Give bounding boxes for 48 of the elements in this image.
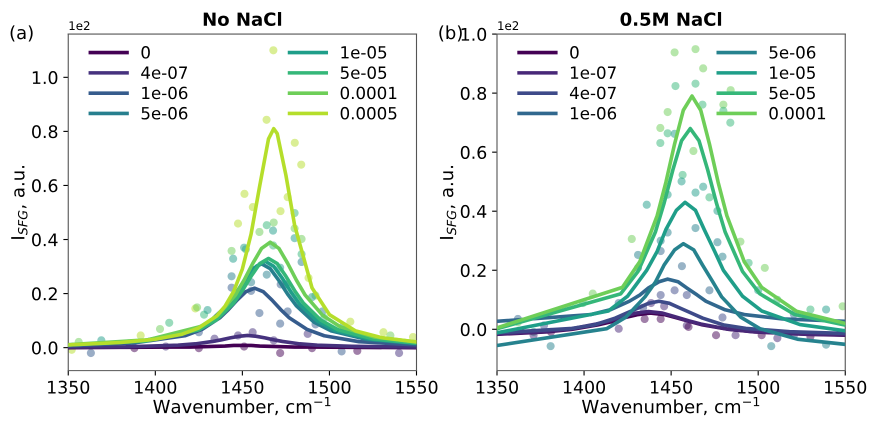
y-tick-label: 1.0: [462, 28, 486, 41]
x-tick-label: 1350: [48, 380, 90, 394]
x-axis-title: Wavenumber, cm$^{−1}$: [582, 396, 760, 416]
x-tick-label: 1550: [825, 380, 866, 394]
text: 1e2: [70, 21, 90, 30]
legend-label: 0.0001: [769, 106, 826, 120]
legend-label: 4e-07: [570, 86, 616, 100]
y-tick-label: 0.8: [460, 86, 486, 100]
text: (a): [10, 25, 33, 42]
y-tick-label: 0.8: [32, 125, 58, 138]
x-axis-title: Wavenumber, cm$^{−1}$: [153, 396, 330, 416]
y-axis-title: I$_{SFG}$, a.u.: [440, 166, 456, 239]
x-tick-label: 1500: [738, 380, 780, 394]
x-tick-label: 1400: [135, 380, 176, 394]
chart-title: 0.5M NaCl: [620, 12, 722, 26]
legend-label: 0.0001: [340, 86, 396, 100]
legend-label: 1e-06: [142, 86, 188, 100]
y-tick-label: 0.4: [460, 204, 486, 218]
y-tick-label: 0.0: [460, 323, 486, 336]
chart-title: No NaCl: [204, 12, 282, 26]
legend-label: 5e-05: [770, 86, 815, 100]
legend-label: 4e-07: [141, 66, 188, 79]
y-tick-label: 0.4: [32, 233, 58, 246]
legend-label: 1e-05: [341, 46, 386, 59]
legend-label: 1e-07: [570, 66, 616, 79]
x-tick-label: 1550: [396, 380, 438, 394]
legend-label: 5e-06: [142, 106, 188, 120]
legend-label: 0: [141, 46, 150, 59]
legend-label: 1e-06: [570, 106, 616, 120]
text: (b): [439, 25, 462, 42]
legend-label: 0.0005: [340, 106, 396, 120]
x-tick-label: 1450: [222, 380, 264, 394]
legend-label: 1e-05: [770, 66, 815, 79]
legend-label: 0: [570, 46, 579, 59]
legend-label: 5e-06: [770, 46, 816, 59]
x-tick-label: 1400: [564, 380, 605, 394]
x-tick-label: 1500: [309, 380, 350, 394]
text: 1e2: [498, 21, 518, 30]
y-tick-label: 0.6: [460, 146, 486, 160]
x-tick-label: 1350: [476, 380, 518, 394]
y-tick-label: 1.0: [32, 71, 58, 84]
y-axis-title: I$_{SFG}$, a.u.: [11, 166, 28, 239]
y-tick-label: 0.6: [32, 179, 58, 192]
y-tick-label: 0.2: [32, 287, 57, 300]
y-tick-label: 0.0: [32, 341, 58, 354]
x-tick-label: 1450: [650, 380, 692, 394]
y-tick-label: 0.2: [460, 264, 486, 278]
legend-label: 5e-05: [340, 66, 386, 79]
